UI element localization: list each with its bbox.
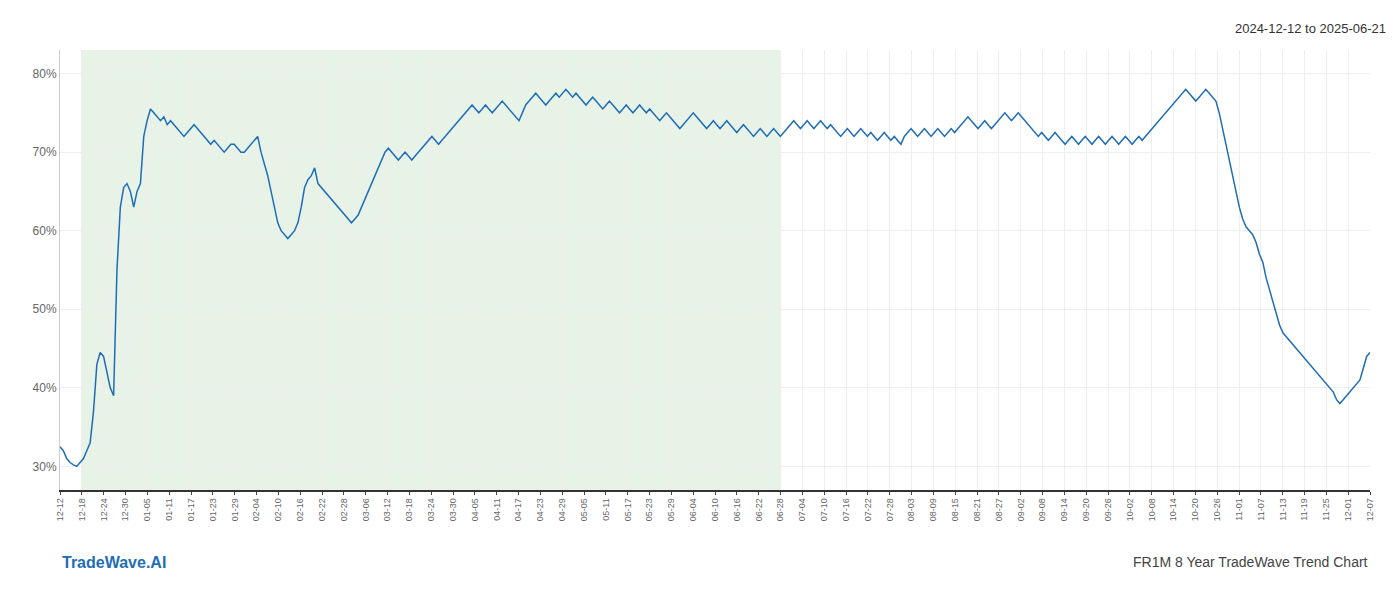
svg-text:02-28: 02-28	[339, 498, 349, 521]
svg-text:12-18: 12-18	[77, 498, 87, 521]
svg-text:11-19: 11-19	[1299, 498, 1309, 520]
svg-text:04-05: 04-05	[470, 498, 480, 521]
svg-text:2024-12-12 to 2025-06-21: 2024-12-12 to 2025-06-21	[1235, 21, 1386, 36]
svg-text:04-29: 04-29	[557, 498, 567, 521]
svg-text:60%: 60%	[33, 224, 57, 238]
svg-text:08-09: 08-09	[928, 498, 938, 521]
svg-text:01-05: 01-05	[142, 498, 152, 521]
svg-text:01-23: 01-23	[208, 498, 218, 521]
svg-text:11-01: 11-01	[1234, 498, 1244, 520]
svg-text:09-08: 09-08	[1037, 498, 1047, 521]
svg-text:11-07: 11-07	[1256, 498, 1266, 520]
svg-text:07-22: 07-22	[863, 498, 873, 521]
svg-text:12-12: 12-12	[55, 498, 65, 521]
svg-text:12-24: 12-24	[99, 498, 109, 521]
svg-text:10-02: 10-02	[1125, 498, 1135, 521]
svg-text:FR1M 8 Year TradeWave Trend Ch: FR1M 8 Year TradeWave Trend Chart	[1133, 554, 1368, 570]
svg-text:02-10: 02-10	[273, 498, 283, 521]
svg-text:03-30: 03-30	[448, 498, 458, 521]
svg-text:10-20: 10-20	[1190, 498, 1200, 521]
svg-text:10-14: 10-14	[1168, 498, 1178, 521]
svg-text:08-27: 08-27	[994, 498, 1004, 521]
svg-text:70%: 70%	[33, 145, 57, 159]
svg-text:TradeWave.AI: TradeWave.AI	[62, 554, 166, 571]
svg-text:12-01: 12-01	[1343, 498, 1353, 521]
svg-text:08-03: 08-03	[906, 498, 916, 521]
svg-text:07-28: 07-28	[885, 498, 895, 521]
svg-text:07-16: 07-16	[841, 498, 851, 521]
svg-text:05-05: 05-05	[579, 498, 589, 521]
svg-text:01-17: 01-17	[186, 498, 196, 521]
svg-text:40%: 40%	[33, 381, 57, 395]
svg-text:07-10: 07-10	[819, 498, 829, 521]
svg-text:12-30: 12-30	[120, 498, 130, 521]
svg-text:02-16: 02-16	[295, 498, 305, 521]
svg-text:01-29: 01-29	[230, 498, 240, 521]
svg-text:12-07: 12-07	[1365, 498, 1375, 521]
svg-text:08-21: 08-21	[972, 498, 982, 521]
svg-text:10-26: 10-26	[1212, 498, 1222, 521]
svg-text:02-22: 02-22	[317, 498, 327, 521]
svg-text:04-17: 04-17	[513, 498, 523, 521]
svg-text:06-04: 06-04	[688, 498, 698, 521]
svg-text:05-17: 05-17	[623, 498, 633, 521]
svg-text:02-04: 02-04	[251, 498, 261, 521]
svg-text:80%: 80%	[33, 67, 57, 81]
svg-text:09-26: 09-26	[1103, 498, 1113, 521]
svg-text:03-06: 03-06	[361, 498, 371, 521]
svg-text:06-28: 06-28	[775, 498, 785, 521]
svg-text:03-24: 03-24	[426, 498, 436, 521]
svg-text:30%: 30%	[33, 460, 57, 474]
svg-text:09-14: 09-14	[1059, 498, 1069, 521]
svg-text:09-02: 09-02	[1016, 498, 1026, 521]
svg-text:06-22: 06-22	[754, 498, 764, 521]
svg-text:06-10: 06-10	[710, 498, 720, 521]
svg-text:03-18: 03-18	[404, 498, 414, 521]
svg-text:05-11: 05-11	[601, 498, 611, 520]
svg-text:10-08: 10-08	[1147, 498, 1157, 521]
svg-text:50%: 50%	[33, 302, 57, 316]
svg-text:07-04: 07-04	[797, 498, 807, 521]
svg-text:09-20: 09-20	[1081, 498, 1091, 521]
svg-text:11-25: 11-25	[1321, 498, 1331, 520]
svg-text:04-23: 04-23	[535, 498, 545, 521]
svg-text:11-13: 11-13	[1278, 498, 1288, 520]
svg-text:05-29: 05-29	[666, 498, 676, 521]
svg-text:03-12: 03-12	[382, 498, 392, 521]
svg-text:05-23: 05-23	[644, 498, 654, 521]
svg-text:01-11: 01-11	[164, 498, 174, 520]
svg-text:06-16: 06-16	[732, 498, 742, 521]
svg-text:04-11: 04-11	[492, 498, 502, 520]
svg-text:08-15: 08-15	[950, 498, 960, 521]
